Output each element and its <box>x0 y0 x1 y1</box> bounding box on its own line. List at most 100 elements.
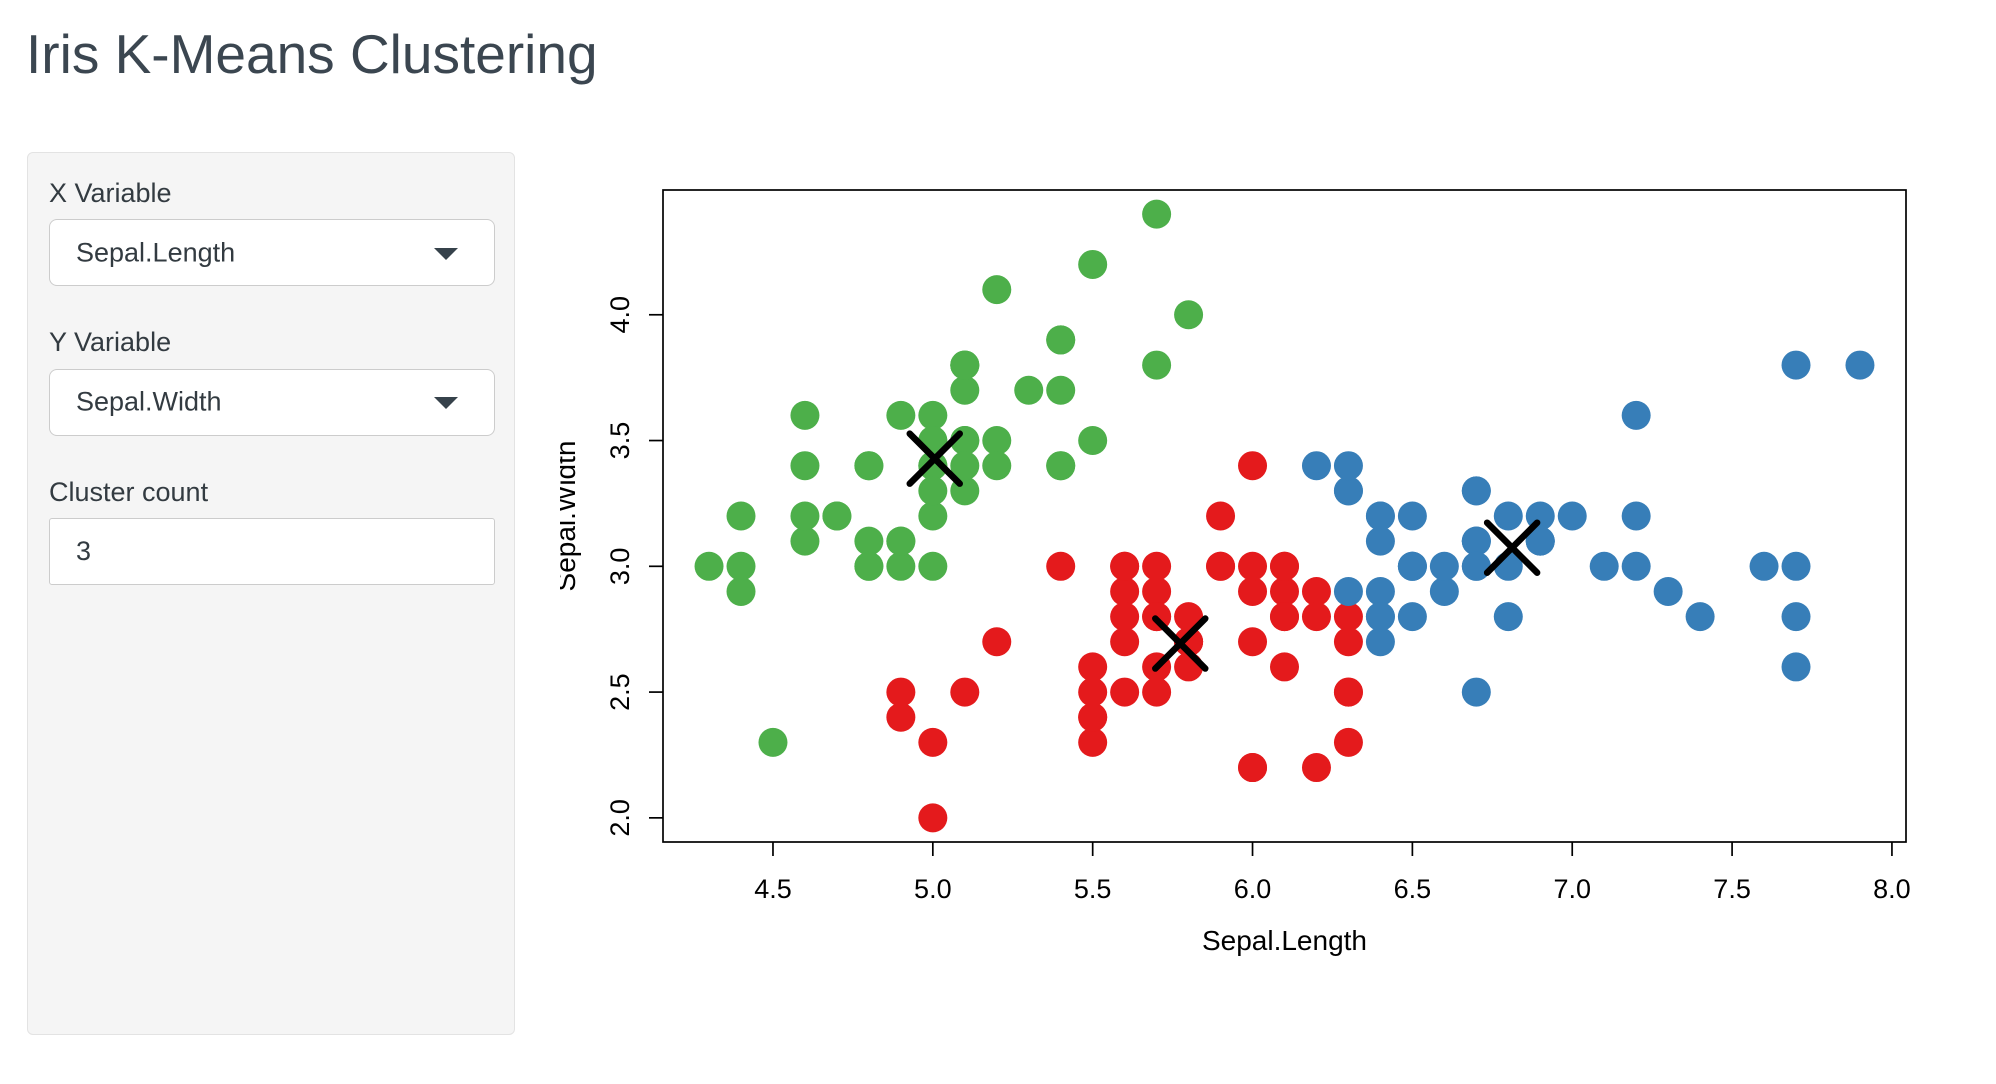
data-point-cluster-green <box>726 576 756 606</box>
data-point-cluster-green <box>694 551 724 581</box>
data-point-cluster-red <box>1238 576 1268 606</box>
data-point-cluster-green <box>918 551 948 581</box>
data-point-cluster-green <box>1142 350 1172 380</box>
x-variable-select[interactable]: Sepal.Length <box>49 219 495 287</box>
data-point-cluster-blue <box>1845 350 1875 380</box>
data-point-cluster-red <box>1110 602 1140 632</box>
data-point-cluster-blue <box>1365 501 1395 531</box>
data-point-cluster-blue <box>1301 451 1331 481</box>
data-point-cluster-green <box>726 551 756 581</box>
data-point-cluster-green <box>854 526 884 556</box>
data-point-cluster-green <box>982 451 1012 481</box>
y-axis-title: Sepal.Width <box>560 441 581 592</box>
data-point-cluster-red <box>1333 602 1363 632</box>
data-point-cluster-blue <box>1525 526 1555 556</box>
centroid-marker <box>906 430 963 487</box>
data-point-cluster-red <box>1078 727 1108 757</box>
y-axis-tick-label: 3.0 <box>605 548 635 586</box>
cluster-count-input[interactable] <box>49 518 495 586</box>
data-point-cluster-green <box>854 451 884 481</box>
data-point-cluster-red <box>1270 551 1299 581</box>
data-point-cluster-green <box>822 501 852 531</box>
plot-box <box>662 189 1907 843</box>
data-point-cluster-green <box>790 400 820 430</box>
data-point-cluster-red <box>1078 652 1108 682</box>
data-point-cluster-blue <box>1461 677 1491 707</box>
data-point-cluster-green <box>1078 426 1108 456</box>
data-point-cluster-red <box>1110 677 1140 707</box>
data-point-cluster-blue <box>1461 476 1491 506</box>
data-point-cluster-blue <box>1365 602 1395 632</box>
data-point-cluster-green <box>982 275 1012 305</box>
data-point-cluster-red <box>1110 576 1140 606</box>
data-point-cluster-red <box>1046 551 1076 581</box>
data-point-cluster-green <box>1078 249 1108 279</box>
sidebar-panel: X Variable Sepal.Length Y Variable Sepal… <box>27 152 515 1035</box>
data-point-cluster-red <box>1238 627 1268 657</box>
data-point-cluster-green <box>886 551 916 581</box>
data-point-cluster-red <box>1142 551 1172 581</box>
page-title: Iris K-Means Clustering <box>26 23 598 85</box>
y-variable-select[interactable]: Sepal.Width <box>49 368 495 436</box>
data-point-cluster-red <box>1174 652 1204 682</box>
data-point-cluster-red <box>1078 702 1108 732</box>
y-axis-tick-label: 4.0 <box>605 296 635 334</box>
y-axis-tick-label: 2.5 <box>605 673 635 711</box>
data-point-cluster-blue <box>1397 602 1427 632</box>
data-point-cluster-red <box>1301 576 1331 606</box>
x-axis-tick-label: 8.0 <box>1873 874 1911 904</box>
data-point-cluster-green <box>886 400 916 430</box>
data-point-cluster-red <box>1270 602 1299 632</box>
cluster-count-label: Cluster count <box>49 476 209 507</box>
data-point-cluster-blue <box>1781 350 1811 380</box>
data-point-cluster-green <box>982 426 1012 456</box>
data-point-cluster-red <box>982 627 1012 657</box>
data-point-cluster-blue <box>1397 501 1427 531</box>
data-point-cluster-green <box>1046 451 1076 481</box>
data-point-cluster-green <box>1174 300 1204 330</box>
data-point-cluster-blue <box>1493 501 1523 531</box>
data-point-cluster-blue <box>1333 476 1363 506</box>
data-point-cluster-red <box>886 677 916 707</box>
data-point-cluster-green <box>758 727 788 757</box>
y-axis-tick-label: 2.0 <box>605 799 635 837</box>
data-point-cluster-red <box>918 727 948 757</box>
cluster-count-group: Cluster count <box>49 476 495 586</box>
data-point-cluster-green <box>918 501 948 531</box>
x-variable-group: X Variable Sepal.Length <box>49 177 495 287</box>
x-axis-tick-label: 7.0 <box>1553 874 1591 904</box>
data-point-cluster-red <box>1270 652 1299 682</box>
data-point-cluster-red <box>1110 551 1140 581</box>
y-variable-group: Y Variable Sepal.Width <box>49 326 495 436</box>
data-point-cluster-green <box>950 375 980 405</box>
y-variable-selected-value: Sepal.Width <box>76 386 222 417</box>
data-point-cluster-red <box>1206 501 1236 531</box>
x-variable-selected-value: Sepal.Length <box>76 237 236 268</box>
data-point-cluster-blue <box>1781 551 1811 581</box>
data-point-cluster-blue <box>1429 551 1459 581</box>
data-point-cluster-red <box>1238 753 1268 783</box>
data-point-cluster-red <box>886 702 916 732</box>
data-point-cluster-blue <box>1749 551 1779 581</box>
data-point-cluster-blue <box>1685 602 1715 632</box>
centroid-marker <box>1152 615 1209 672</box>
data-point-cluster-red <box>1333 627 1363 657</box>
x-axis-tick-label: 6.5 <box>1394 874 1432 904</box>
x-axis-tick-label: 5.5 <box>1074 874 1112 904</box>
data-point-cluster-blue <box>1557 501 1587 531</box>
data-point-cluster-green <box>950 451 980 481</box>
data-point-cluster-red <box>1206 551 1236 581</box>
data-point-cluster-green <box>1142 199 1172 229</box>
data-point-cluster-red <box>1110 627 1140 657</box>
scatter-plot-svg: 4.5 5.0 5.5 6.0 6.5 7.0 7.5 8.0 2.0 2.5 3.0 3.5 4.0 S… <box>550 189 1911 956</box>
data-point-cluster-blue <box>1653 576 1683 606</box>
data-point-cluster-blue <box>1365 576 1395 606</box>
data-point-cluster-blue <box>1365 627 1395 657</box>
data-point-cluster-red <box>1078 677 1108 707</box>
x-axis-tick-label: 5.0 <box>914 874 952 904</box>
data-point-cluster-blue <box>1333 451 1363 481</box>
data-point-cluster-blue <box>1621 501 1651 531</box>
data-point-cluster-blue <box>1621 551 1651 581</box>
data-point-cluster-green <box>854 551 884 581</box>
